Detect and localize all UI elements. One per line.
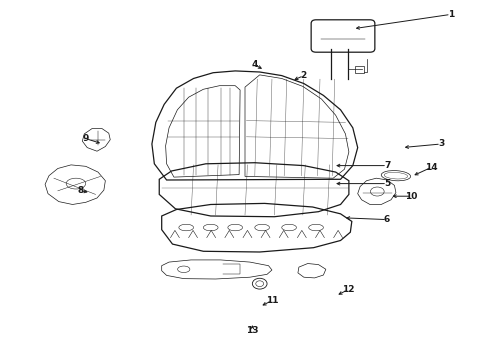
Text: 8: 8 [78, 186, 84, 195]
Text: 13: 13 [246, 326, 259, 335]
Text: 6: 6 [384, 215, 390, 224]
Text: 12: 12 [342, 285, 354, 294]
Bar [355, 66, 364, 73]
Text: 5: 5 [384, 179, 390, 188]
Text: 2: 2 [301, 71, 307, 80]
Text: 3: 3 [438, 139, 444, 148]
Text: 9: 9 [82, 134, 89, 143]
Text: 4: 4 [251, 60, 258, 69]
Text: 10: 10 [405, 192, 418, 201]
Text: 11: 11 [266, 296, 278, 305]
Text: 14: 14 [425, 163, 438, 172]
Text: 1: 1 [448, 10, 454, 19]
Text: 7: 7 [384, 161, 391, 170]
